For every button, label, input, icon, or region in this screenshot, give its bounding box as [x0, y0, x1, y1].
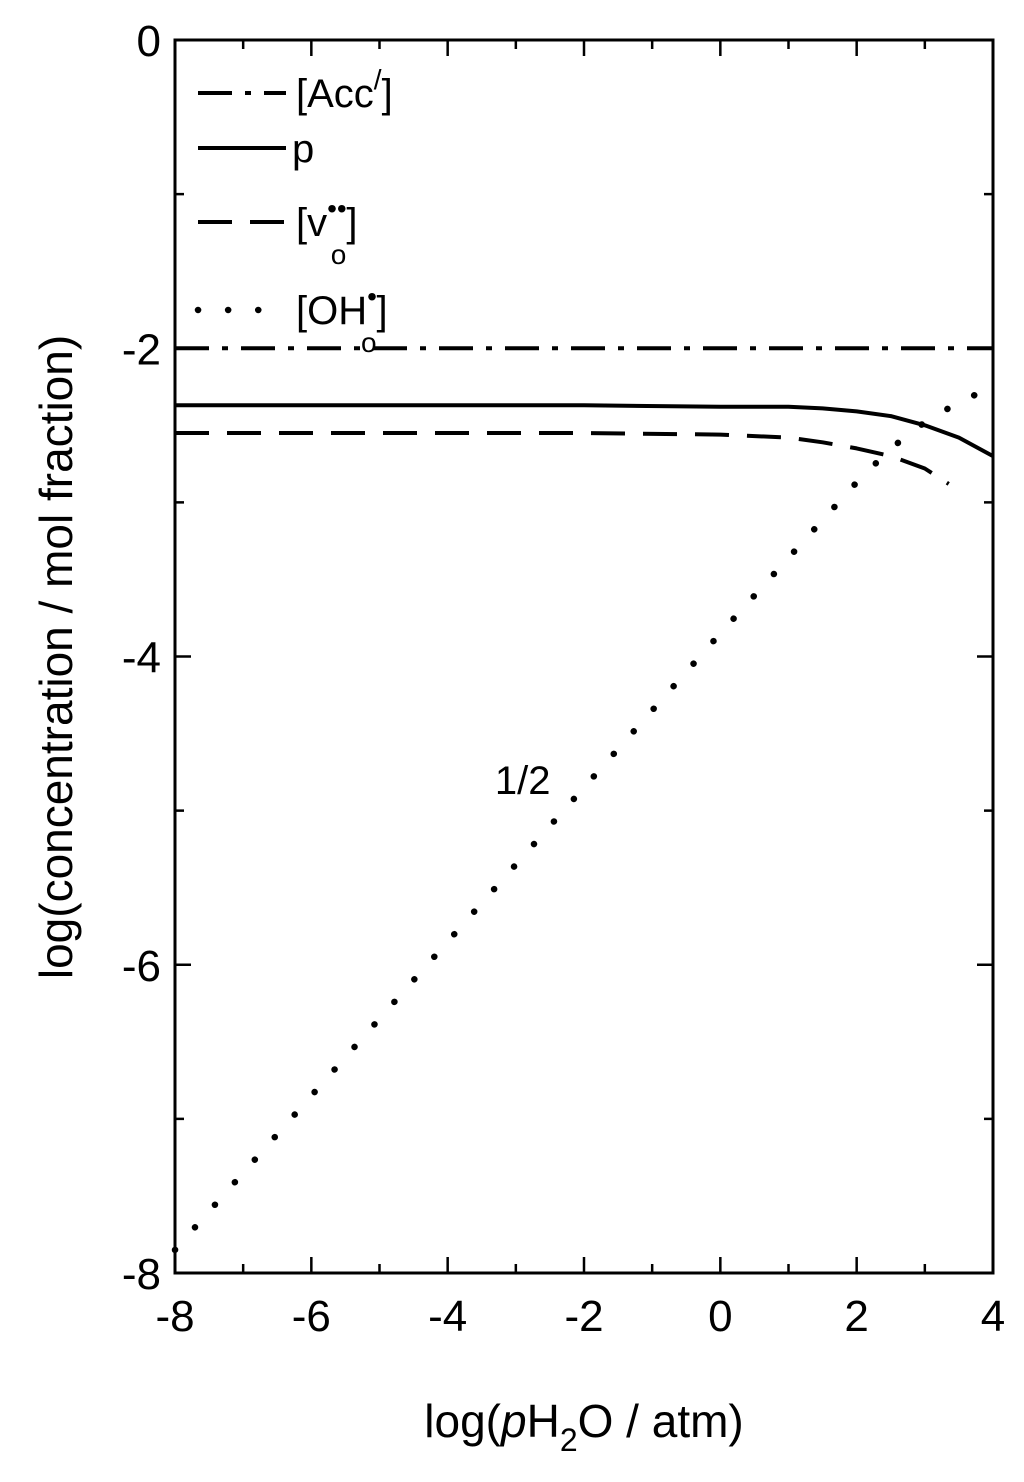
x-tick-label: -8 — [155, 1292, 194, 1341]
y-tick-label: 0 — [137, 17, 161, 66]
x-axis-label-post: O / atm) — [578, 1395, 744, 1447]
slope-annotation: 1/2 — [495, 759, 551, 803]
y-tick-label: -8 — [122, 1250, 161, 1299]
y-tick-label: -2 — [122, 325, 161, 374]
y-tick-label: -4 — [122, 634, 161, 683]
x-tick-label: 0 — [708, 1292, 732, 1341]
x-tick-label: -4 — [428, 1292, 467, 1341]
y-axis-label: log(concentration / mol fraction) — [30, 335, 82, 979]
x-tick-label: 4 — [981, 1292, 1005, 1341]
legend-label-0: [Acc/] — [296, 64, 393, 116]
legend-label-1: p — [292, 127, 314, 171]
legend-label-3: [OH• o] — [296, 281, 388, 358]
x-tick-label: -6 — [292, 1292, 331, 1341]
legend: [Acc/] p [v•• o] [OH• o] — [194, 64, 393, 358]
axis-ticks: -8 -6 -4 -2 0 2 4 0 -2 -4 -6 -8 — [122, 17, 1005, 1341]
series-line-3 — [171, 383, 997, 1254]
series-layer — [171, 346, 997, 1254]
x-axis-label-italic: p — [499, 1395, 527, 1447]
annotations: 1/2 — [495, 759, 551, 803]
x-axis-label: log(pH2O / atm) — [424, 1395, 743, 1458]
x-axis-label-sub: 2 — [560, 1422, 578, 1458]
x-axis-label-pre: log( — [424, 1395, 501, 1447]
x-axis-label-mid: H — [527, 1395, 560, 1447]
legend-label-2: [v•• o] — [296, 193, 357, 270]
y-tick-label: -6 — [122, 942, 161, 991]
x-tick-label: -2 — [564, 1292, 603, 1341]
series-line-1 — [175, 403, 994, 458]
series-line-2 — [175, 431, 950, 486]
x-tick-label: 2 — [844, 1292, 868, 1341]
